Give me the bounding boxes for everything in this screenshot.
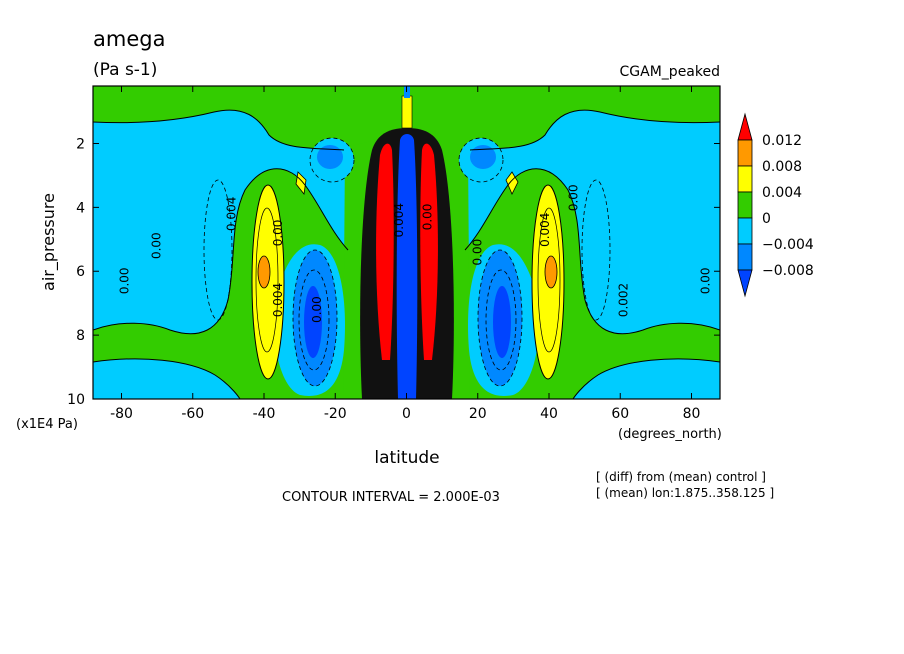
contour-neg-right-outer — [581, 179, 611, 321]
contour-neg-left-outer — [203, 179, 233, 321]
contour-label: 0.002 — [616, 283, 630, 317]
contour-label: 0.00 — [271, 220, 285, 247]
x-tick-label: 20 — [469, 406, 487, 422]
x-tick-label: -80 — [110, 406, 133, 422]
legend-swatch — [737, 139, 753, 167]
contour-neg-upper-left — [309, 137, 355, 183]
neg-lobe-mid-right-core — [493, 286, 511, 358]
pos-lobe-right-core — [544, 255, 558, 289]
x-tick-label: 80 — [683, 406, 701, 422]
equator-red-left — [376, 143, 394, 360]
legend-label: 0.008 — [762, 159, 802, 175]
neg-lobe-mid-left-core — [304, 286, 322, 358]
x-tick-label: -20 — [324, 406, 347, 422]
region-cyan-lower-left — [93, 358, 240, 399]
legend-swatch-top — [737, 112, 753, 141]
note-diff: [ (diff) from (mean) control ] — [596, 470, 766, 484]
legend-label: 0.012 — [762, 133, 802, 149]
equator-blue-column — [396, 134, 418, 399]
contour-labels: 0.00 0.00 0.004 0.00 0.004 0.00 0.004 0.00 0.004… — [118, 184, 713, 323]
contour-label: 0.004 — [271, 283, 285, 317]
contour-label: 0.00 — [118, 267, 132, 294]
y-tick-label: 8 — [76, 328, 85, 344]
contour-label: 0.00 — [698, 267, 712, 294]
equator-red-right — [420, 143, 438, 360]
legend-swatch — [737, 165, 753, 193]
contour-neg-upper-right — [458, 137, 504, 183]
chart-title: amega — [93, 27, 165, 51]
y-axis-units: (x1E4 Pa) — [16, 417, 78, 432]
contour-pos-right-mid — [537, 207, 561, 353]
region-cyan-lower-right — [573, 358, 720, 399]
x-axis-label: latitude — [374, 448, 439, 468]
contour-label: 0.00 — [567, 184, 581, 211]
y-tick-label: 4 — [76, 200, 85, 216]
contour-zero-right-bottom — [572, 358, 720, 399]
note-mean: [ (mean) lon:1.875..358.125 ] — [596, 486, 774, 500]
legend-swatch — [737, 217, 753, 245]
contour-label: 0.00 — [470, 239, 484, 266]
y-axis-label: air_pressure — [39, 193, 59, 291]
contour-zero-left-low — [93, 168, 349, 335]
x-tick-label: 60 — [611, 406, 629, 422]
x-axis-units: (degrees_north) — [618, 427, 722, 442]
contour-pos-left-mid — [255, 207, 279, 353]
y-tick-label: 6 — [76, 264, 85, 280]
x-tick-label: 0 — [402, 406, 411, 422]
contour-zero-right — [469, 109, 720, 151]
contour-zero-left — [93, 109, 345, 151]
neg-lobe-upper-right-core — [470, 145, 496, 169]
color-legend: 0.012 0.008 0.004 0 −0.004 −0.008 — [737, 112, 814, 298]
pos-lobe-left-core — [257, 255, 271, 289]
y-tick-label: 10 — [67, 392, 85, 408]
x-tick-label: -60 — [181, 406, 204, 422]
plot-area: 0.00 0.00 0.004 0.00 0.004 0.00 0.004 0.00 0.004… — [93, 86, 720, 399]
contour-zero-right-low — [464, 168, 720, 335]
contour-label: 0.00 — [420, 204, 434, 231]
experiment-label: CGAM_peaked — [620, 64, 720, 80]
x-tick-label: -40 — [253, 406, 276, 422]
contour-label: 0.004 — [392, 203, 406, 237]
contour-neg-mid-right-inner — [485, 269, 517, 371]
legend-swatch — [737, 243, 753, 271]
legend-label: 0 — [762, 211, 771, 227]
x-axis: -80 -60 -40 -20 0 20 40 60 80 — [110, 86, 700, 422]
contour-neg-mid-left-inner — [298, 269, 330, 371]
legend-swatch — [737, 191, 753, 219]
neg-lobe-upper-left-core — [317, 145, 343, 169]
legend-swatch-bottom — [737, 269, 753, 298]
contour-label: 0.004 — [225, 197, 239, 231]
contour-label: 0.00 — [310, 296, 324, 323]
chart-units: (Pa s-1) — [93, 60, 157, 80]
contour-interval-note: CONTOUR INTERVAL = 2.000E-03 — [282, 490, 500, 505]
equator-yellow-cap — [401, 95, 413, 129]
y-axis: 2 4 6 8 10 — [67, 136, 720, 408]
legend-label: −0.008 — [762, 263, 814, 279]
contour-label: 0.00 — [150, 232, 164, 259]
x-tick-label: 40 — [540, 406, 558, 422]
contour-label: 0.004 — [538, 213, 552, 247]
contour-zero-left-bottom — [93, 358, 241, 399]
legend-label: 0.004 — [762, 185, 802, 201]
legend-label: −0.004 — [762, 237, 814, 253]
y-tick-label: 2 — [76, 136, 85, 152]
